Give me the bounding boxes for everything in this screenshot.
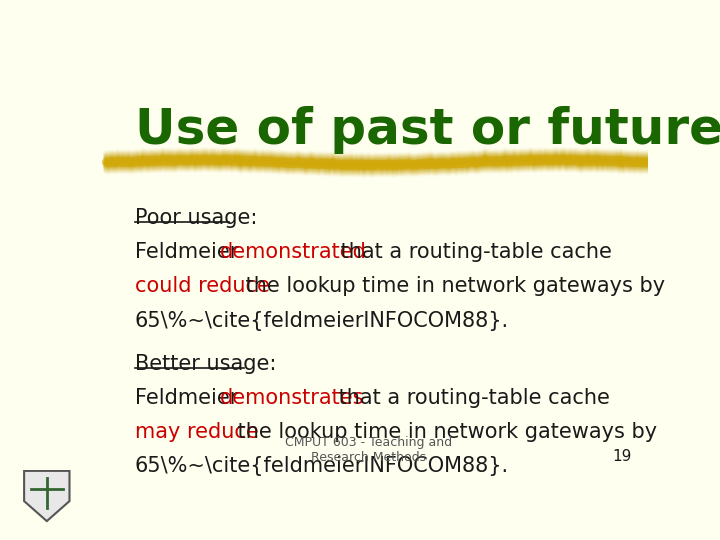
Text: CMPUT 603 - Teaching and
Research Methods: CMPUT 603 - Teaching and Research Method…: [285, 436, 453, 464]
Text: Poor usage:: Poor usage:: [135, 208, 257, 228]
Text: may reduce: may reduce: [135, 422, 258, 442]
Text: 65\%~\cite{feldmeierINFOCOM88}.: 65\%~\cite{feldmeierINFOCOM88}.: [135, 310, 509, 330]
Text: that a routing-table cache: that a routing-table cache: [333, 242, 611, 262]
Text: Use of past or future tense: Use of past or future tense: [135, 106, 720, 154]
Text: that a routing-table cache: that a routing-table cache: [332, 388, 610, 408]
Text: 65\%~\cite{feldmeierINFOCOM88}.: 65\%~\cite{feldmeierINFOCOM88}.: [135, 456, 509, 476]
Text: the lookup time in network gateways by: the lookup time in network gateways by: [230, 422, 657, 442]
Text: demonstrated: demonstrated: [220, 242, 366, 262]
Text: demonstrates: demonstrates: [220, 388, 364, 408]
Text: Feldmeier: Feldmeier: [135, 388, 245, 408]
Polygon shape: [24, 471, 69, 521]
Text: Feldmeier: Feldmeier: [135, 242, 245, 262]
Text: the lookup time in network gateways by: the lookup time in network gateways by: [239, 276, 665, 296]
Text: could reduce: could reduce: [135, 276, 269, 296]
Text: Better usage:: Better usage:: [135, 354, 276, 374]
Text: 19: 19: [612, 449, 631, 464]
